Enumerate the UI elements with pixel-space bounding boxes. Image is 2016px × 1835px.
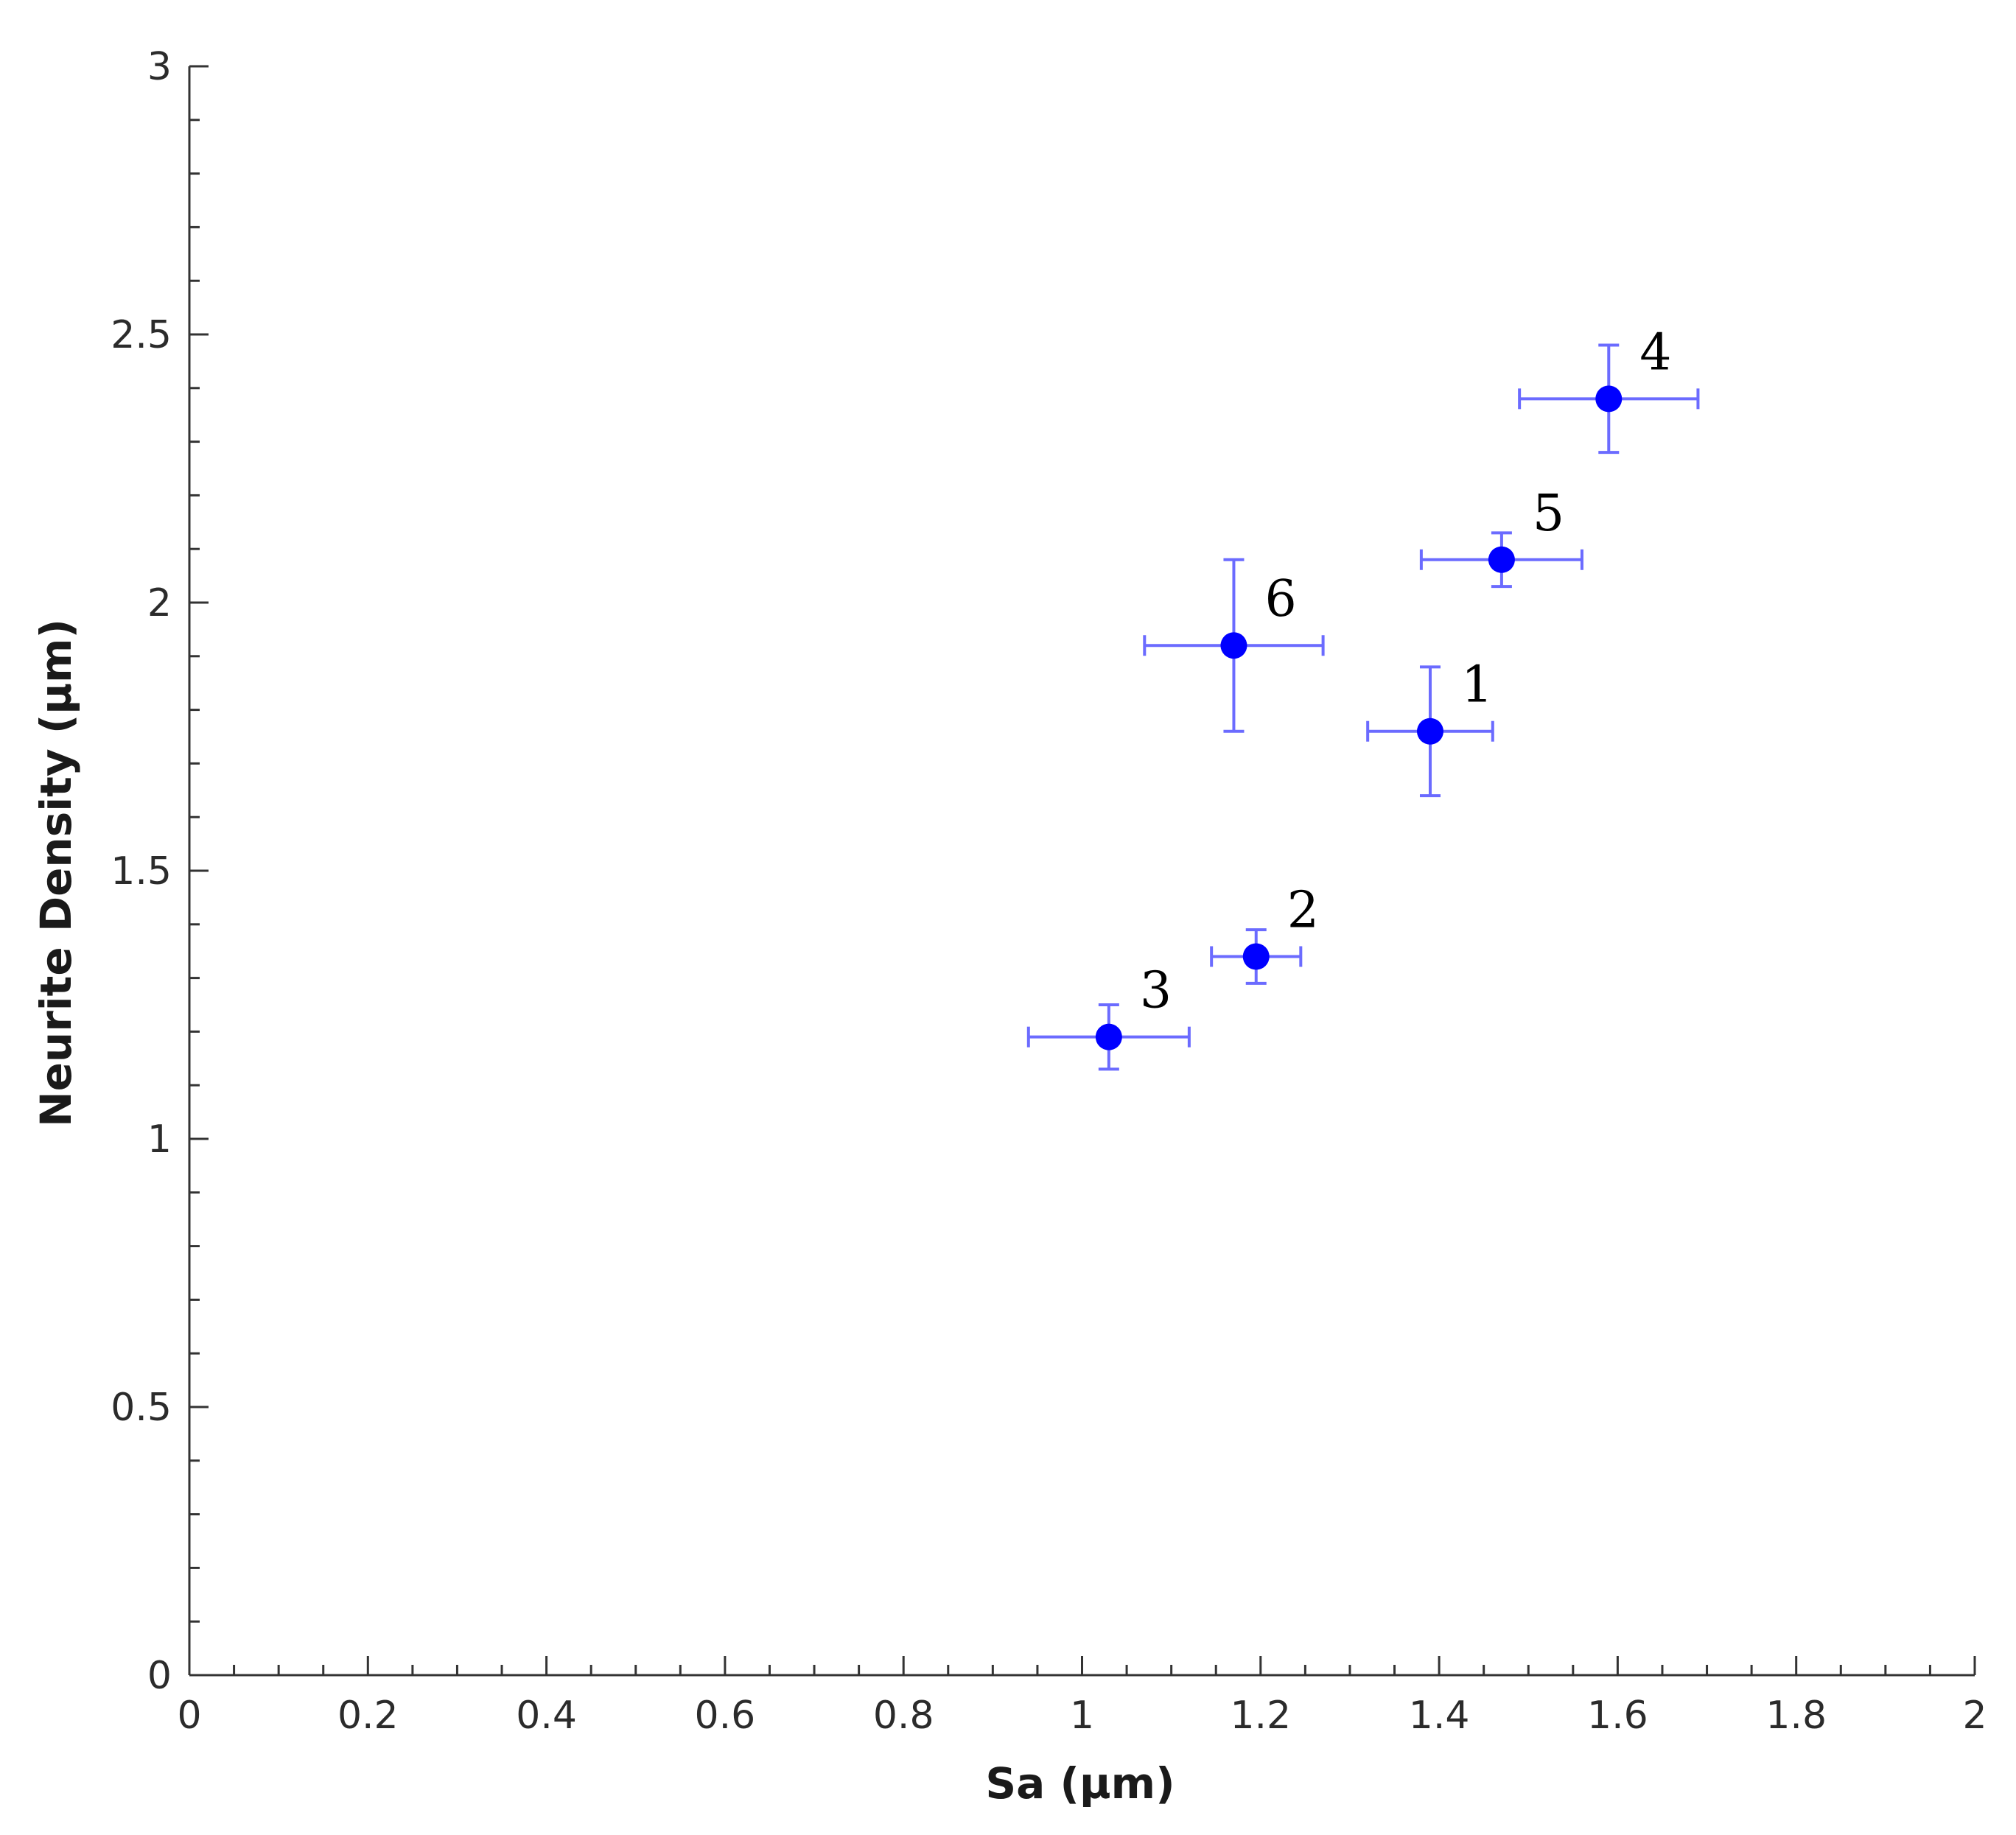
y-tick-label: 3 (147, 45, 172, 89)
axes (188, 66, 1975, 1677)
point-label-1: 1 (1461, 656, 1493, 715)
x-tick-label: 1 (1070, 1694, 1094, 1738)
data-point-1 (1416, 717, 1443, 745)
point-label-3: 3 (1140, 962, 1172, 1020)
data-points (1095, 385, 1623, 1050)
x-tick-label: 0.6 (695, 1694, 756, 1738)
x-tick-label: 1.2 (1230, 1694, 1291, 1738)
x-tick-label: 1.4 (1409, 1694, 1470, 1738)
y-tick-label: 1.5 (111, 849, 172, 894)
ticks: 0 0.2 0.4 0.6 0.8 1 1.2 1.4 1.6 1.8 2 0 0.5 1 1.5 2 2.5 3 (111, 45, 1987, 1738)
y-tick-label: 1 (147, 1118, 172, 1162)
data-point-6 (1220, 632, 1247, 659)
point-label-4: 4 (1639, 323, 1671, 382)
x-tick-label: 0 (177, 1694, 201, 1738)
x-tick-label: 0.2 (337, 1694, 399, 1738)
x-tick-label: 1.6 (1587, 1694, 1648, 1738)
data-point-2 (1242, 943, 1270, 970)
x-tick-label: 1.8 (1765, 1694, 1827, 1738)
data-point-3 (1095, 1023, 1122, 1050)
x-axis-title: Sa (µm) (985, 1758, 1175, 1808)
point-labels: 1 2 3 4 5 6 (1140, 323, 1672, 1020)
point-label-6: 6 (1264, 570, 1296, 628)
data-point-5 (1488, 546, 1515, 573)
data-point-4 (1595, 385, 1623, 413)
x-tick-label: 0.4 (516, 1694, 577, 1738)
point-label-5: 5 (1533, 485, 1564, 543)
error-bars (1026, 343, 1700, 1071)
point-label-2: 2 (1287, 881, 1319, 939)
y-tick-label: 2.5 (111, 313, 172, 357)
x-tick-label: 0.8 (873, 1694, 934, 1738)
y-tick-label: 0 (147, 1654, 172, 1698)
y-tick-label: 2 (147, 581, 172, 625)
y-tick-label: 0.5 (111, 1386, 172, 1430)
y-axis-title: Neurite Density (µm) (31, 619, 81, 1127)
x-tick-label: 2 (1962, 1694, 1987, 1738)
